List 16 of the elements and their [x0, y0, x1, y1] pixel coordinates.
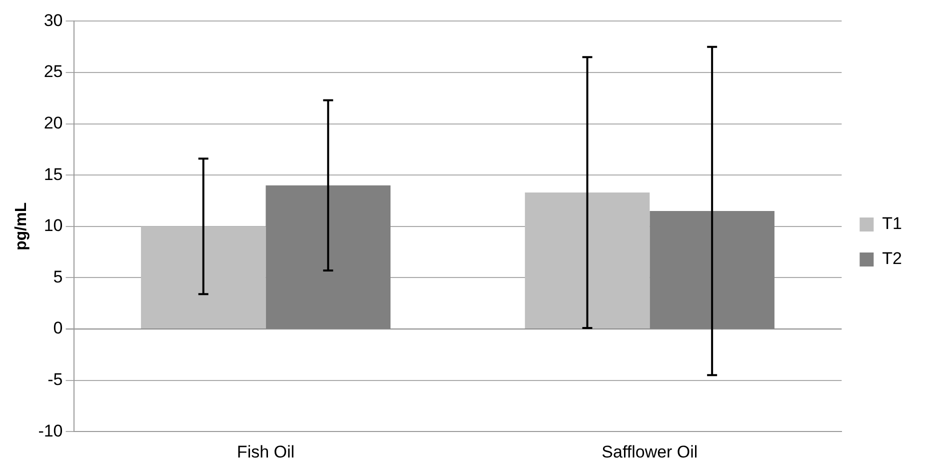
y-tick-label: 10	[44, 216, 63, 236]
x-tick-label: Safflower Oil	[602, 442, 698, 462]
y-tick-label: 25	[44, 62, 63, 82]
legend-label: T1	[882, 214, 902, 234]
y-tick-label: 30	[44, 10, 63, 30]
y-tick-label: 0	[53, 318, 63, 338]
x-tick-label: Fish Oil	[236, 442, 295, 462]
y-tick-label: 5	[53, 267, 63, 286]
y-tick-label: -10	[38, 421, 63, 440]
bar	[524, 192, 650, 328]
y-axis-title: pg/mL	[13, 202, 30, 250]
y-tick-label: -5	[48, 370, 63, 389]
legend-label: T2	[882, 249, 902, 268]
y-tick-label: 20	[44, 113, 63, 132]
y-tick-label: 15	[44, 164, 63, 184]
bar	[140, 226, 266, 328]
